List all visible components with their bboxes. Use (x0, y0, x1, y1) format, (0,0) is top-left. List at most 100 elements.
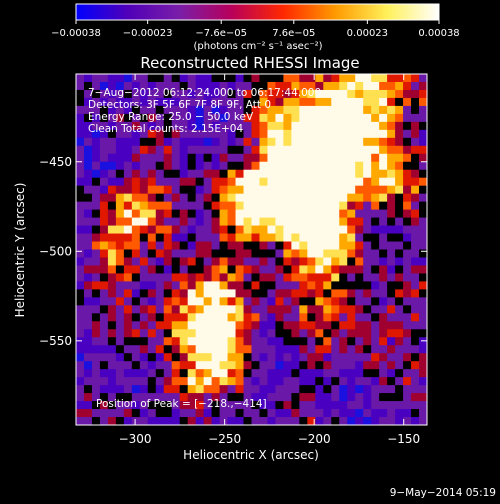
heatmap-pixel (403, 161, 412, 171)
heatmap-pixel (99, 81, 109, 91)
heatmap-pixel (163, 145, 173, 155)
heatmap-pixel (99, 313, 109, 322)
heatmap-pixel (107, 361, 117, 370)
heatmap-pixel (411, 329, 420, 338)
heatmap-pixel (219, 169, 229, 179)
heatmap-pixel (283, 337, 292, 346)
heatmap-pixel (387, 121, 396, 131)
heatmap-pixel (83, 337, 93, 346)
heatmap-pixel (219, 153, 229, 163)
heatmap-pixel (187, 401, 197, 410)
heatmap-pixel (419, 161, 427, 171)
heatmap-pixel (395, 137, 404, 147)
heatmap-pixel (387, 241, 396, 251)
heatmap-pixel (211, 153, 221, 163)
heatmap-pixel (179, 289, 189, 298)
heatmap-pixel (315, 409, 324, 418)
heatmap-pixel (339, 129, 348, 139)
heatmap-pixel (395, 337, 404, 346)
heatmap-pixel (283, 74, 292, 83)
heatmap-pixel (395, 361, 404, 370)
heatmap-pixel (387, 217, 396, 227)
heatmap-pixel (179, 81, 189, 91)
heatmap-pixel (76, 369, 85, 378)
heatmap-pixel (323, 145, 332, 155)
heatmap-pixel (211, 265, 221, 275)
heatmap-pixel (123, 209, 133, 219)
heatmap-pixel (91, 265, 101, 275)
heatmap-pixel (363, 385, 372, 394)
heatmap-pixel (411, 209, 420, 219)
heatmap-pixel (307, 185, 316, 195)
heatmap-pixel (115, 81, 125, 91)
heatmap-pixel (139, 121, 149, 131)
heatmap-pixel (411, 417, 420, 425)
heatmap-pixel (387, 313, 396, 322)
heatmap-pixel (355, 137, 364, 147)
heatmap-pixel (403, 377, 412, 386)
heatmap-pixel (123, 273, 133, 283)
heatmap-pixel (307, 409, 316, 418)
heatmap-pixel (91, 385, 101, 394)
heatmap-pixel (195, 74, 205, 83)
heatmap-pixel (179, 217, 189, 227)
heatmap-pixel (347, 177, 356, 187)
heatmap-pixel (83, 137, 93, 147)
heatmap-pixel (331, 369, 340, 378)
heatmap-pixel (147, 217, 157, 227)
heatmap-pixel (315, 113, 324, 123)
heatmap-pixel (395, 177, 404, 187)
heatmap-pixel (211, 169, 221, 179)
heatmap-pixel (315, 417, 324, 425)
heatmap-pixel (83, 105, 93, 115)
heatmap-pixel (363, 417, 372, 425)
heatmap-pixel (147, 225, 157, 235)
heatmap-pixel (219, 113, 229, 123)
heatmap-pixel (355, 257, 364, 267)
heatmap-pixel (363, 345, 372, 354)
heatmap-pixel (115, 329, 125, 338)
heatmap-pixel (339, 137, 348, 147)
heatmap-pixel (187, 257, 197, 267)
heatmap-pixel (243, 257, 253, 267)
heatmap-pixel (211, 385, 221, 394)
heatmap-pixel (283, 137, 292, 147)
heatmap-pixel (275, 281, 285, 290)
heatmap-pixel (99, 329, 109, 338)
heatmap-pixel (291, 161, 300, 171)
heatmap-pixel (419, 385, 427, 394)
heatmap-pixel (187, 249, 197, 259)
heatmap-pixel (395, 297, 404, 306)
heatmap-pixel (131, 257, 141, 267)
heatmap-pixel (179, 337, 189, 346)
y-axis-label: Heliocentric Y (arcsec) (13, 183, 27, 318)
heatmap-pixel (331, 193, 340, 203)
heatmap-pixel (379, 225, 388, 235)
heatmap-pixel (355, 241, 364, 251)
heatmap-pixel (331, 89, 340, 99)
heatmap-pixel (99, 177, 109, 187)
heatmap-pixel (371, 345, 380, 354)
heatmap-pixel (83, 74, 93, 83)
heatmap-pixel (371, 145, 380, 155)
heatmap-pixel (155, 81, 165, 91)
heatmap-pixel (179, 233, 189, 243)
heatmap-pixel (291, 193, 300, 203)
heatmap-pixel (315, 297, 324, 306)
heatmap-pixel (379, 321, 388, 330)
heatmap-pixel (355, 97, 364, 107)
heatmap-pixel (267, 81, 277, 91)
heatmap-pixel (411, 313, 420, 322)
heatmap-pixel (331, 361, 340, 370)
heatmap-pixel (227, 113, 237, 123)
heatmap-pixel (299, 361, 308, 370)
heatmap-pixel (171, 105, 181, 115)
heatmap-pixel (147, 201, 157, 211)
heatmap-pixel (291, 249, 300, 259)
heatmap-pixel (275, 113, 285, 123)
heatmap-pixel (147, 329, 157, 338)
heatmap-pixel (139, 297, 149, 306)
heatmap-pixel (403, 81, 412, 91)
heatmap-pixel (283, 97, 292, 107)
heatmap-pixel (267, 337, 277, 346)
